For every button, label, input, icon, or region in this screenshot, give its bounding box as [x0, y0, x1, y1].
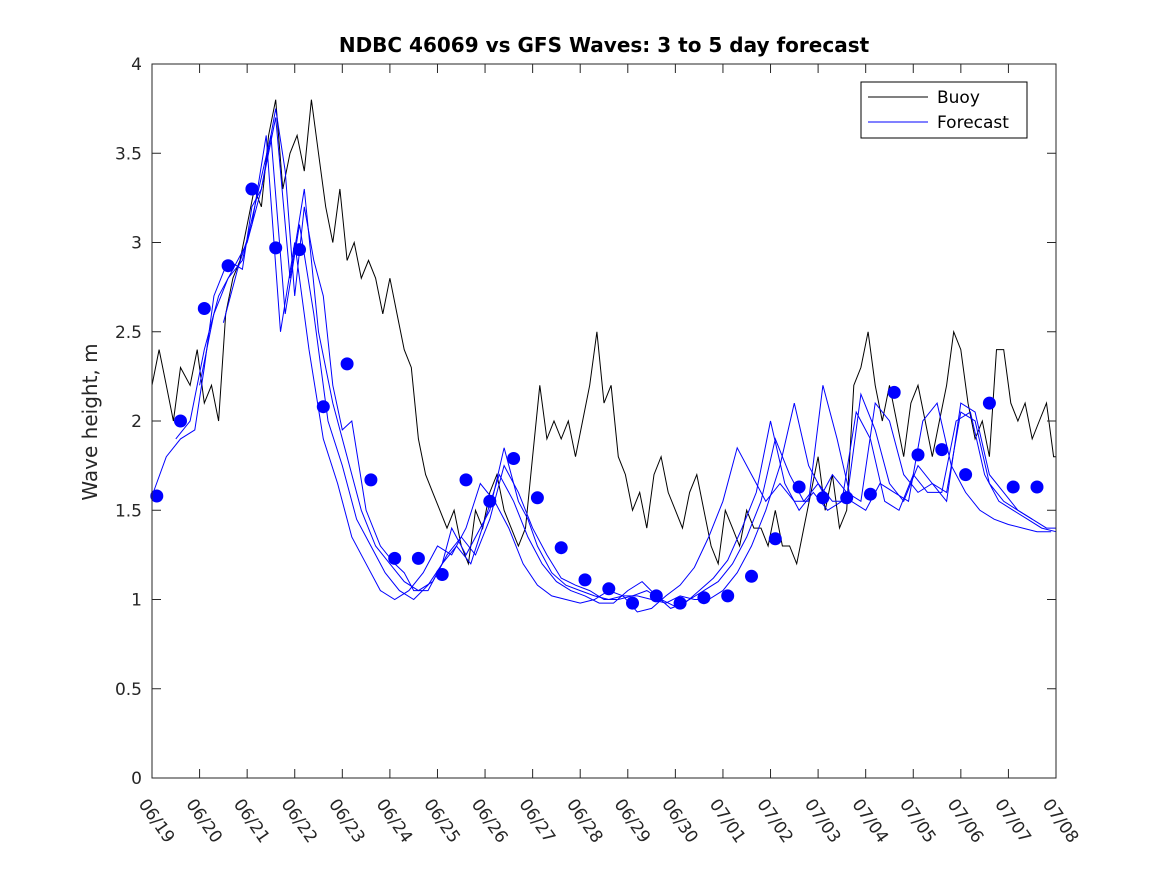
forecast-marker — [554, 541, 568, 555]
forecast-series-line-4 — [222, 135, 1052, 613]
y-tick-label: 0.5 — [115, 680, 142, 700]
x-tick-label: 06/29 — [610, 795, 654, 847]
series-layer — [151, 99, 1057, 613]
forecast-marker — [150, 489, 164, 503]
forecast-marker — [221, 259, 235, 273]
forecast-marker — [768, 532, 782, 546]
x-tick-label: 06/20 — [181, 795, 225, 847]
forecast-marker — [245, 182, 259, 196]
x-tick-label: 06/23 — [324, 795, 368, 847]
forecast-marker — [435, 568, 449, 581]
forecast-marker — [697, 591, 711, 605]
forecast-marker — [1030, 480, 1044, 494]
forecast-marker — [840, 491, 854, 505]
forecast-marker — [340, 357, 354, 371]
chart-title: NDBC 46069 vs GFS Waves: 3 to 5 day fore… — [339, 33, 870, 57]
y-tick-label: 3.5 — [115, 144, 142, 164]
marker-layer — [150, 182, 1044, 610]
x-tick-label: 07/02 — [752, 795, 796, 847]
x-tick-label: 07/01 — [705, 795, 749, 847]
forecast-marker — [959, 468, 973, 482]
legend-box — [860, 81, 1028, 139]
forecast-marker — [507, 452, 521, 465]
x-tick-label: 06/26 — [467, 795, 511, 847]
forecast-marker — [863, 487, 877, 501]
y-tick-label: 1.5 — [115, 501, 142, 521]
forecast-marker — [269, 241, 283, 255]
forecast-marker — [721, 589, 735, 603]
x-tick-label: 06/21 — [229, 795, 273, 847]
forecast-series-line-2 — [175, 117, 1033, 608]
buoy-series-line — [151, 99, 1056, 566]
x-tick-label: 07/08 — [1038, 795, 1082, 847]
forecast-marker — [459, 473, 473, 487]
y-tick-label: 4 — [131, 55, 142, 75]
y-tick-label: 3 — [131, 234, 142, 254]
forecast-marker — [792, 480, 806, 494]
forecast-marker — [887, 385, 901, 399]
y-tick-label: 2 — [131, 412, 142, 432]
x-tick-label: 07/03 — [800, 795, 844, 847]
x-tick-label: 06/19 — [134, 795, 178, 847]
forecast-marker — [364, 473, 378, 487]
y-tick-label: 2.5 — [115, 323, 142, 343]
y-axis-label: Wave height, m — [78, 343, 102, 500]
forecast-marker — [197, 302, 211, 315]
plot-frame — [151, 63, 1057, 779]
forecast-series-line-1 — [151, 108, 1056, 604]
forecast-series-line-3 — [199, 135, 1057, 609]
forecast-marker — [1006, 480, 1020, 494]
legend-buoy-label: Buoy — [937, 88, 980, 108]
forecast-marker — [816, 491, 830, 505]
forecast-marker — [316, 400, 330, 414]
x-tick-label: 06/27 — [515, 795, 559, 847]
y-tick-label: 1 — [131, 591, 142, 611]
forecast-marker — [483, 494, 497, 508]
forecast-marker — [293, 243, 306, 257]
forecast-marker — [626, 596, 639, 610]
forecast-marker — [578, 573, 592, 587]
forecast-marker — [530, 491, 544, 505]
x-tick-label: 06/25 — [419, 795, 463, 847]
x-tick-label: 07/05 — [895, 795, 939, 847]
forecast-marker — [411, 551, 425, 565]
x-tick-label: 06/28 — [562, 795, 606, 847]
x-tick-label: 06/22 — [277, 795, 321, 847]
x-tick-label: 06/24 — [372, 795, 416, 847]
x-tick-label: 06/30 — [657, 795, 701, 847]
legend: Buoy Forecast — [860, 81, 1028, 139]
forecast-marker — [911, 448, 925, 462]
y-tick-label: 0 — [131, 769, 142, 789]
legend-forecast-label: Forecast — [937, 113, 1009, 133]
forecast-marker — [174, 414, 187, 428]
forecast-marker — [649, 589, 663, 603]
forecast-marker — [673, 596, 687, 610]
forecast-marker — [602, 582, 616, 596]
forecast-marker — [745, 569, 758, 583]
x-tick-label: 07/04 — [848, 795, 892, 847]
x-tick-label: 07/07 — [990, 795, 1034, 847]
forecast-marker — [388, 551, 402, 565]
x-tick-label: 07/06 — [943, 795, 987, 847]
forecast-marker — [982, 396, 996, 410]
forecast-marker — [935, 443, 949, 457]
